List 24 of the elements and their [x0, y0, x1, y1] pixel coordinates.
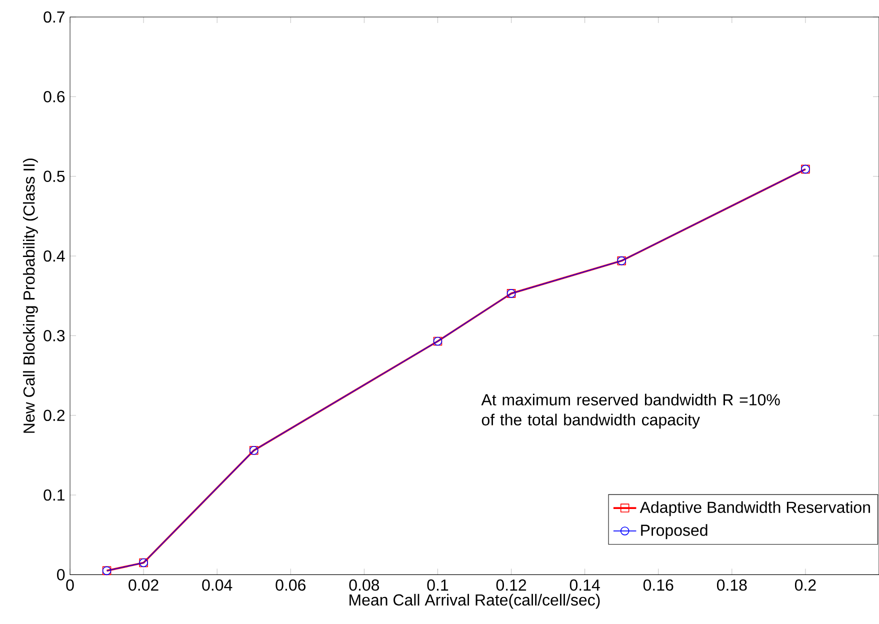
x-tick-label: 0.12 [496, 579, 526, 591]
y-tick-label: 0.6 [44, 91, 65, 102]
legend-label: Proposed [641, 524, 708, 540]
y-tick-label: 0.4 [44, 250, 65, 262]
x-tick-label: 0.2 [794, 579, 816, 591]
y-tick-label: 0.5 [44, 170, 65, 182]
x-tick-label: 0.06 [276, 579, 306, 591]
x-axis-title: Mean Call Arrival Rate(call/cell/sec) [350, 594, 600, 609]
x-tick-label: 0.18 [716, 579, 747, 591]
x-tick-label: 0.02 [128, 579, 158, 591]
y-tick-label: 0.7 [44, 11, 64, 23]
x-tick-label: 0.08 [349, 579, 380, 591]
legend-label: Adaptive Bandwidth Reservation [640, 501, 870, 516]
y-tick-label: 0 [57, 569, 65, 580]
x-tick-label: 0.04 [202, 579, 232, 591]
y-tick-label: 0.1 [44, 489, 65, 501]
x-tick-label: 0.1 [427, 579, 448, 591]
x-tick-label: 0.16 [643, 579, 674, 591]
x-tick-label: 0.14 [570, 579, 600, 591]
y-tick-label: 0.3 [44, 330, 65, 342]
x-tick-label: 0 [66, 579, 74, 591]
y-axis-title: New Call Blocking Probability (Class II) [22, 158, 38, 433]
annotation: At maximum reserved bandwidth R =10% of the total bandwidth capacity [481, 394, 780, 429]
y-tick-label: 0.2 [44, 410, 64, 422]
